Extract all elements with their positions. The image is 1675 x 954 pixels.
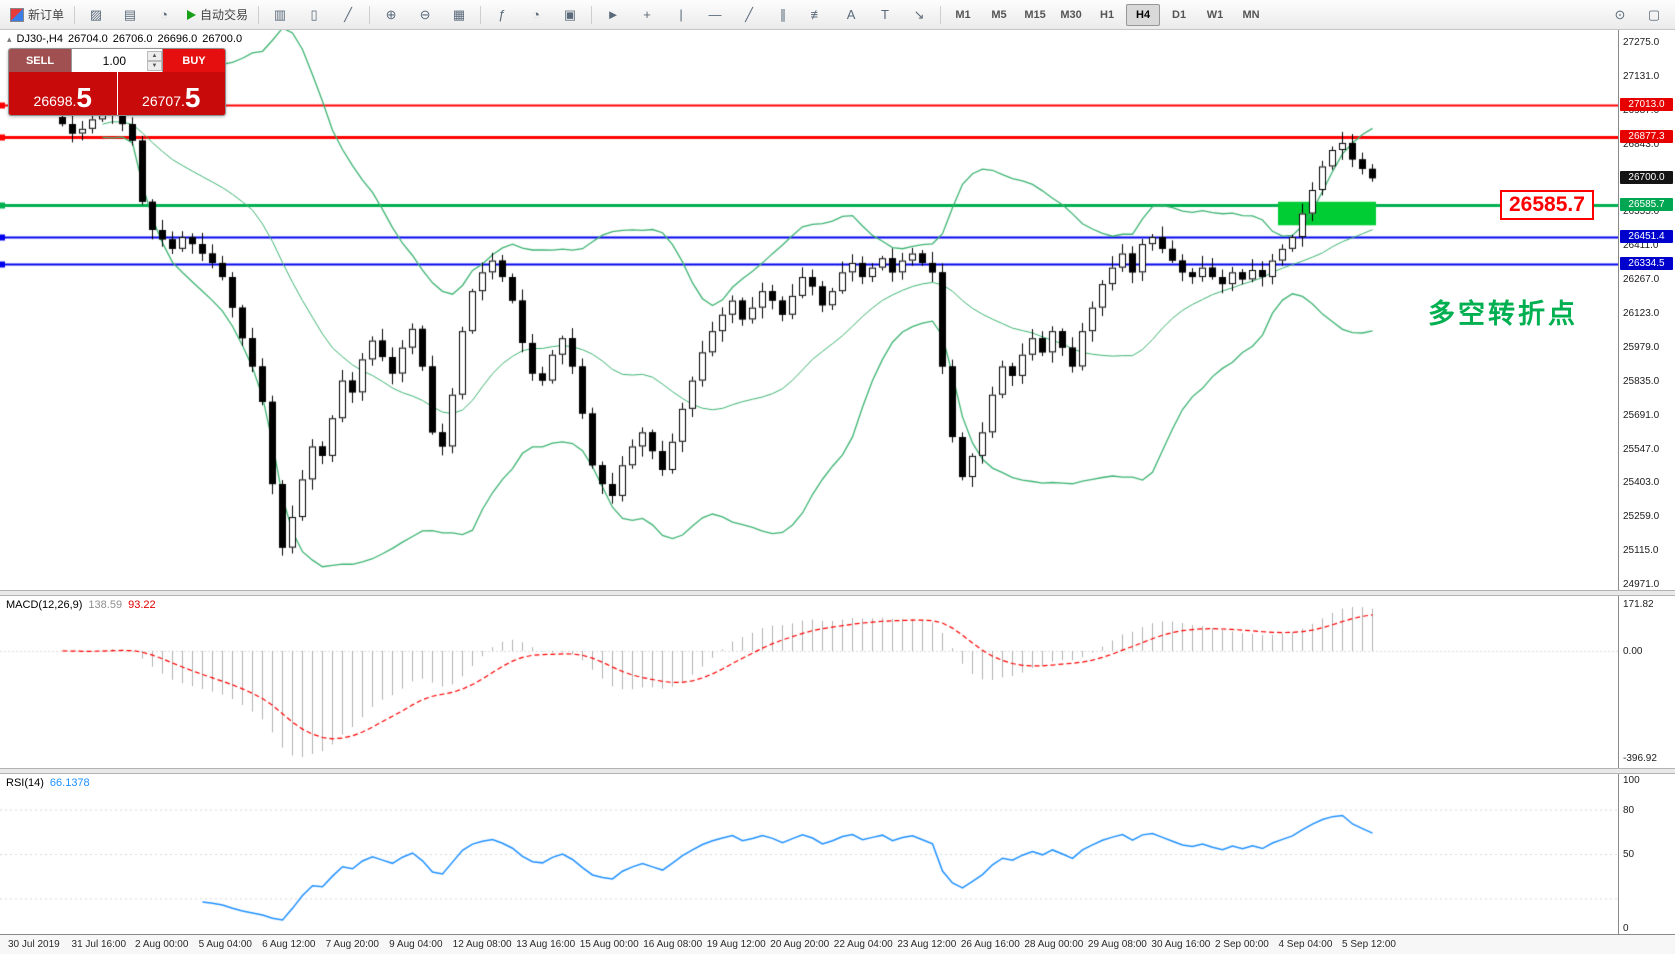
new-order-button[interactable]: 新订单 xyxy=(5,4,69,26)
macd-name: MACD(12,26,9) xyxy=(6,599,83,611)
chart-high: 26706.0 xyxy=(112,33,153,45)
crosshair-icon[interactable]: + xyxy=(643,7,651,22)
bar-chart-icon[interactable]: ▥ xyxy=(273,6,287,22)
macd-main-value: 138.59 xyxy=(88,599,123,611)
toolbar-separator xyxy=(74,5,76,24)
volume-up-icon[interactable]: ▲ xyxy=(147,50,162,61)
templates-icon[interactable]: ▨ xyxy=(89,6,103,22)
autotrading-button[interactable]: 自动交易 xyxy=(182,4,253,26)
volume-down-icon[interactable]: ▼ xyxy=(147,60,162,71)
arrows-icon[interactable]: ↘ xyxy=(913,6,925,22)
chart-title: ▴ DJ30-,H4 26704.0 26706.0 26696.0 26700… xyxy=(7,33,242,45)
rsi-axis[interactable] xyxy=(1618,774,1675,934)
label-icon[interactable]: T xyxy=(881,7,889,22)
indicators-icon[interactable]: ƒ xyxy=(498,7,506,22)
vertical-line-icon[interactable]: | xyxy=(679,7,683,22)
toolbar: 新订单 ▨ ▤ ◔ 自动交易 ▥ ▯ ╱ ⊕ ⊖ ▦ ƒ ◔ ▣ ► + | — ╱ ∥ ≢ A T ↘ M1 M5… xyxy=(0,0,1675,30)
line-chart-icon[interactable]: ╱ xyxy=(344,6,352,22)
buy-price-big: 5 xyxy=(184,82,201,113)
timeframe-button-m15[interactable]: M15 xyxy=(1024,8,1046,21)
timeframe-button-m1[interactable]: M1 xyxy=(955,8,971,21)
macd-canvas[interactable] xyxy=(0,596,1618,768)
rsi-name: RSI(14) xyxy=(6,777,44,789)
autotrading-play-icon xyxy=(187,9,197,20)
volume-stepper: ▲ ▼ xyxy=(147,50,162,71)
profiles-icon[interactable]: ▤ xyxy=(123,6,137,22)
rsi-label: RSI(14) 66.1378 xyxy=(6,777,90,789)
timeframe-button-m30[interactable]: M30 xyxy=(1060,8,1082,21)
tile-windows-icon[interactable]: ▦ xyxy=(452,6,466,22)
toolbar-separator xyxy=(480,5,482,24)
time-axis[interactable] xyxy=(0,934,1675,954)
search-icon[interactable]: ⊙ xyxy=(1614,6,1626,22)
timeframe-button-h1[interactable]: H1 xyxy=(1100,8,1115,21)
zoom-in-icon[interactable]: ⊕ xyxy=(385,6,397,22)
fibonacci-icon[interactable]: ≢ xyxy=(810,7,824,22)
new-order-label: 新订单 xyxy=(28,8,65,22)
period-icon[interactable]: ◔ xyxy=(532,7,540,22)
toolbar-separator xyxy=(591,5,593,24)
chart-low: 26696.0 xyxy=(157,33,198,45)
refresh-icon[interactable]: ◔ xyxy=(160,7,168,22)
new-order-icon xyxy=(10,7,24,22)
sell-button[interactable]: SELL xyxy=(9,49,71,72)
rsi-canvas[interactable] xyxy=(0,774,1618,934)
autotrading-label: 自动交易 xyxy=(200,8,249,22)
horizontal-line-icon[interactable]: — xyxy=(708,7,722,22)
new-window-icon[interactable]: ▢ xyxy=(1647,6,1661,22)
chart-symbol-period: DJ30-,H4 xyxy=(16,33,63,45)
chart-open: 26704.0 xyxy=(68,33,108,45)
one-click-trading-panel: SELL ▲ ▼ BUY 26698.5 26707.5 xyxy=(8,48,226,116)
timeframe-button-m5[interactable]: M5 xyxy=(991,8,1007,21)
chart-close: 26700.0 xyxy=(202,33,243,45)
symbol-marker-icon: ▴ xyxy=(7,33,12,44)
candlestick-chart-icon[interactable]: ▯ xyxy=(310,6,318,22)
price-callout[interactable]: 26585.7 xyxy=(1500,190,1594,221)
buy-price-panel[interactable]: 26707. 5 xyxy=(117,72,225,115)
cursor-icon[interactable]: ► xyxy=(606,7,620,22)
zoom-out-icon[interactable]: ⊖ xyxy=(419,6,431,22)
camera-icon[interactable]: ▣ xyxy=(563,6,577,22)
sell-price-big: 5 xyxy=(76,82,92,113)
toolbar-separator xyxy=(940,5,942,24)
pane-splitter[interactable] xyxy=(0,768,1675,774)
volume-input[interactable] xyxy=(72,53,128,68)
buy-price-prefix: 26707. xyxy=(142,93,185,109)
timeframe-button-h4[interactable]: H4 xyxy=(1126,3,1161,26)
timeframe-button-w1[interactable]: W1 xyxy=(1206,8,1224,21)
volume-box: ▲ ▼ xyxy=(71,49,163,72)
channel-icon[interactable]: ∥ xyxy=(779,6,787,22)
main-chart-canvas[interactable] xyxy=(0,30,1618,590)
toolbar-separator xyxy=(369,5,371,24)
macd-label: MACD(12,26,9) 138.59 93.22 xyxy=(6,599,156,611)
sell-price-prefix: 26698. xyxy=(33,93,77,109)
timeframe-button-d1[interactable]: D1 xyxy=(1172,8,1187,21)
macd-signal-value: 93.22 xyxy=(128,599,156,611)
pane-splitter[interactable] xyxy=(0,590,1675,596)
buy-button[interactable]: BUY xyxy=(163,49,225,72)
rsi-value: 66.1378 xyxy=(49,777,90,789)
sell-price-panel[interactable]: 26698. 5 xyxy=(9,72,117,115)
main-price-axis[interactable] xyxy=(1618,30,1675,590)
text-icon[interactable]: A xyxy=(846,7,856,22)
trendline-icon[interactable]: ╱ xyxy=(745,6,753,22)
timeframe-button-mn[interactable]: MN xyxy=(1242,8,1260,21)
turning-point-annotation[interactable]: 多空转折点 xyxy=(1428,299,1578,329)
toolbar-separator xyxy=(258,5,260,24)
macd-axis[interactable] xyxy=(1618,596,1675,768)
